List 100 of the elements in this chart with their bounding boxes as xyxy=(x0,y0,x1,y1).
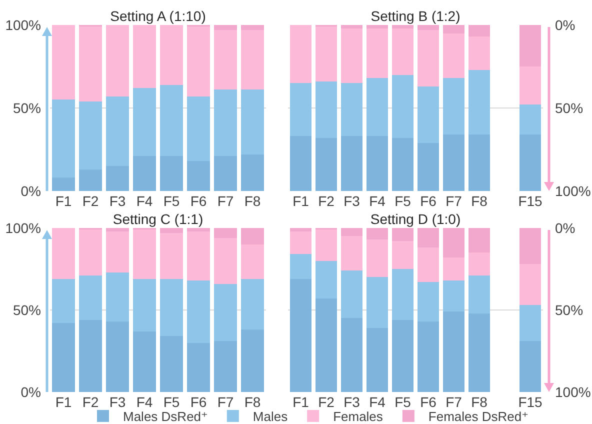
bar xyxy=(290,228,312,232)
bar xyxy=(443,228,464,258)
bar xyxy=(214,90,237,156)
bar xyxy=(241,90,264,154)
bar xyxy=(160,84,183,156)
bar xyxy=(52,278,75,324)
x-tick-label: F1 xyxy=(292,394,310,410)
bar xyxy=(341,136,362,191)
bar xyxy=(443,25,464,34)
x-tick-label: F1 xyxy=(292,193,310,209)
y-tick-label: 0% xyxy=(20,384,41,400)
x-tick-label: F5 xyxy=(163,193,180,209)
bar xyxy=(520,134,541,191)
bar xyxy=(290,83,312,136)
bar xyxy=(443,280,464,312)
bar xyxy=(418,30,439,86)
bar xyxy=(241,30,264,90)
bar xyxy=(106,231,129,272)
y-tick-label: 50% xyxy=(12,100,41,116)
x-tick-label: F2 xyxy=(318,394,335,410)
x-tick-label: F7 xyxy=(446,394,462,410)
y-tick-label: 100% xyxy=(5,16,41,33)
bar xyxy=(241,244,264,279)
text: 100% xyxy=(555,182,591,199)
x-tick-label: F7 xyxy=(217,193,234,209)
x-tick-label: F1 xyxy=(55,193,72,209)
bar xyxy=(341,228,362,236)
x-tick-label: F15 xyxy=(518,394,543,410)
bar xyxy=(392,241,414,269)
legend-label: Males xyxy=(252,409,288,424)
chart-title: Setting B (1:2) xyxy=(370,8,460,24)
bar xyxy=(392,269,414,320)
bar xyxy=(443,134,464,191)
bar xyxy=(366,328,388,392)
bar xyxy=(520,228,541,264)
bar xyxy=(187,280,210,343)
bar xyxy=(290,231,312,254)
bar xyxy=(187,26,210,96)
bar xyxy=(392,320,414,392)
bar xyxy=(241,25,264,30)
x-tick-label: F8 xyxy=(471,193,488,209)
chart-title: Setting C (1:1) xyxy=(112,210,204,227)
bar xyxy=(366,239,388,278)
x-tick-label: F3 xyxy=(109,394,126,410)
bar xyxy=(106,228,129,232)
x-tick-label: F1 xyxy=(55,394,72,410)
bar xyxy=(187,161,210,191)
bar xyxy=(290,278,312,392)
bar xyxy=(214,284,237,342)
bar xyxy=(392,74,414,138)
bar xyxy=(520,305,541,342)
x-tick-label: F4 xyxy=(369,193,386,209)
bar xyxy=(443,258,464,280)
x-tick-label: F8 xyxy=(244,394,261,410)
bar xyxy=(341,83,362,136)
y-tick-label: 0% xyxy=(20,182,41,199)
bar xyxy=(418,248,439,282)
bar xyxy=(468,70,490,135)
text: 50% xyxy=(555,302,584,318)
text: 100% xyxy=(555,384,591,400)
bar xyxy=(316,230,337,261)
x-tick-label: F4 xyxy=(136,394,153,410)
bar xyxy=(241,330,264,392)
bar xyxy=(290,25,312,84)
x-tick-label: F4 xyxy=(136,193,153,209)
bar xyxy=(520,341,541,392)
bar xyxy=(392,228,414,242)
bar xyxy=(468,313,490,392)
bar xyxy=(241,154,264,191)
x-tick-label: F5 xyxy=(394,394,412,410)
bar xyxy=(468,36,490,70)
bar xyxy=(392,25,414,28)
bar xyxy=(341,236,362,271)
bar xyxy=(52,178,75,191)
bar xyxy=(160,25,183,85)
text: 50% xyxy=(555,100,584,116)
x-tick-label: F8 xyxy=(471,394,488,410)
bar xyxy=(468,276,490,314)
bar xyxy=(520,66,541,105)
bar xyxy=(133,25,156,88)
bar xyxy=(241,278,264,330)
bar xyxy=(133,156,156,191)
bar xyxy=(341,270,362,318)
bar xyxy=(443,33,464,78)
y-tick-label: 100% xyxy=(5,220,41,236)
bar xyxy=(316,81,337,138)
bar xyxy=(214,25,237,30)
x-tick-label: F6 xyxy=(190,394,207,410)
bar xyxy=(79,26,102,102)
bar xyxy=(214,228,237,238)
bar xyxy=(468,228,490,253)
bar xyxy=(316,298,337,392)
bar xyxy=(79,169,102,191)
bar xyxy=(160,336,183,392)
chart-title: Setting A (1:10) xyxy=(110,8,206,24)
bar xyxy=(187,342,210,392)
bar xyxy=(366,228,388,240)
x-tick-label: F5 xyxy=(163,394,180,410)
legend-label: Males DsRed⁺ xyxy=(123,409,208,424)
bar xyxy=(418,228,439,248)
